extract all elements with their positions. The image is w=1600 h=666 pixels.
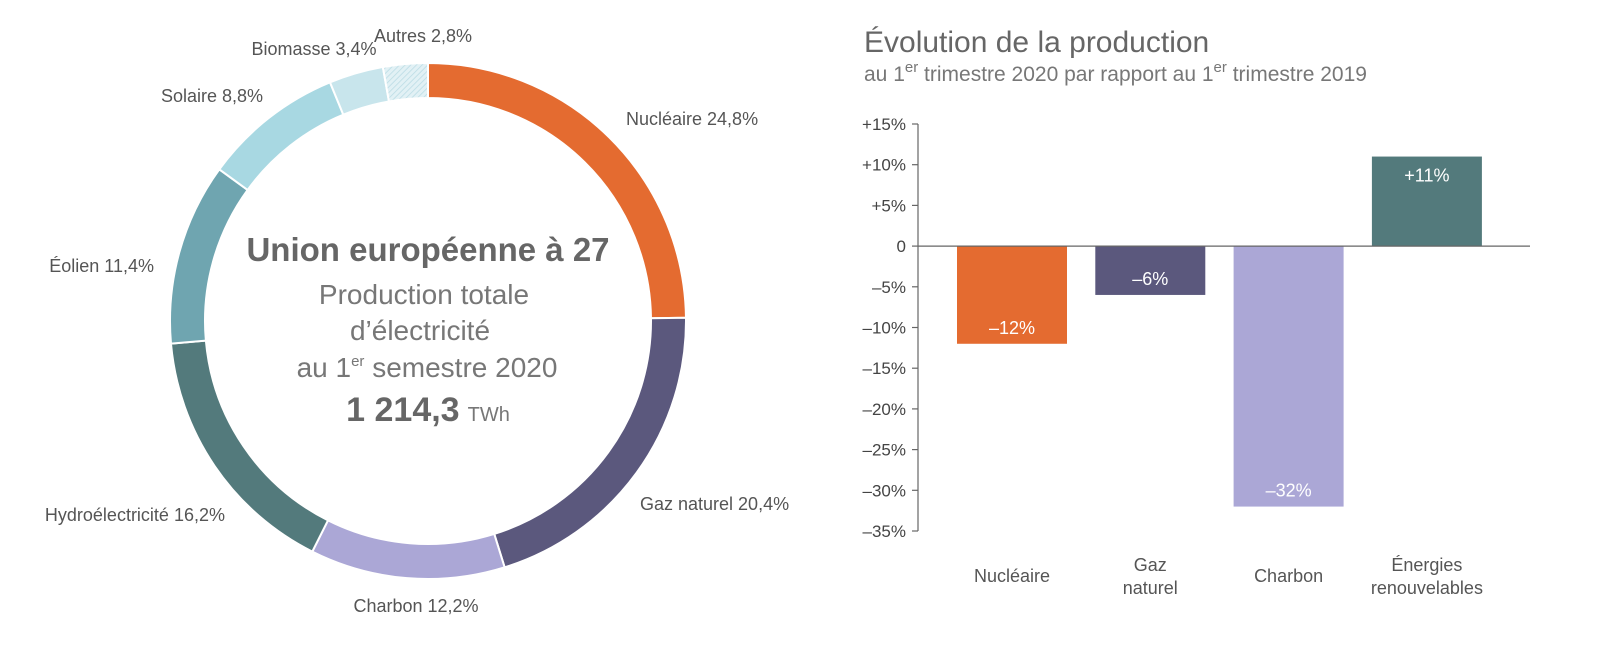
bar-value-label: –6% (1132, 269, 1168, 289)
category-label: Nucléaire (974, 566, 1050, 586)
bar-renouvelables (1371, 156, 1482, 247)
donut-slice-autres (381, 61, 429, 103)
y-tick-label: +5% (872, 196, 907, 215)
y-tick-label: +15% (862, 115, 906, 134)
y-tick-label: –5% (872, 278, 906, 297)
donut-chart: Nucléaire 24,8% Gaz naturel 20,4% Charbon … (45, 26, 789, 616)
category-label: Gaz (1134, 555, 1167, 575)
bar-value-label: +11% (1404, 166, 1449, 186)
donut-center-title: Union européenne à 27 (246, 231, 609, 268)
y-tick-label: 0 (897, 237, 906, 256)
category-label: Charbon (1254, 566, 1323, 586)
donut-label-biomasse: Biomasse 3,4% (251, 39, 376, 59)
donut-slice-charbon (310, 518, 506, 580)
y-tick-label: –30% (863, 481, 906, 500)
donut-label-autres: Autres 2,8% (374, 26, 472, 46)
donut-label-hydro: Hydroélectricité 16,2% (45, 505, 225, 525)
y-tick-label: –35% (863, 522, 906, 541)
y-tick-label: –10% (863, 319, 906, 338)
donut-center-line3: au 1er semestre 2020 (297, 352, 558, 383)
y-tick-label: –25% (863, 441, 906, 460)
donut-label-eolien: Éolien 11,4% (49, 256, 154, 276)
y-tick-label: –15% (863, 359, 906, 378)
bar-nucleaire (957, 246, 1067, 344)
donut-center: Union européenne à 27 Production totale … (246, 231, 609, 429)
bar-chart: +15% +10% +5% 0 –5% –10% –15% –20% –25% –30% –35% –… (862, 115, 1530, 598)
category-label: Énergies (1391, 555, 1462, 575)
bar-charbon (1233, 246, 1344, 507)
donut-label-nucleaire: Nucléaire 24,8% (626, 109, 758, 129)
donut-center-line1: Production totale (319, 279, 529, 310)
donut-center-line2: d’électricité (350, 315, 490, 346)
donut-label-gaz: Gaz naturel 20,4% (640, 494, 789, 514)
bar-value-label: –32% (1266, 481, 1312, 501)
donut-slice-eolien (169, 167, 249, 345)
donut-label-charbon: Charbon 12,2% (353, 596, 478, 616)
donut-label-solaire: Solaire 8,8% (161, 86, 263, 106)
donut-center-total: 1 214,3 TWh (346, 391, 510, 429)
y-tick-label: –20% (863, 400, 906, 419)
bar-chart-title: Évolution de la production (864, 26, 1209, 59)
bar-chart-subtitle: au 1er trimestre 2020 par rapport au 1er… (864, 59, 1367, 86)
category-label: renouvelables (1371, 578, 1483, 598)
y-tick-label: +10% (862, 156, 906, 175)
category-label: naturel (1123, 578, 1178, 598)
bar-value-label: –12% (989, 318, 1035, 338)
bar-chart-header: Évolution de la production au 1er trimes… (864, 26, 1367, 86)
bar-gaz (1095, 246, 1206, 295)
